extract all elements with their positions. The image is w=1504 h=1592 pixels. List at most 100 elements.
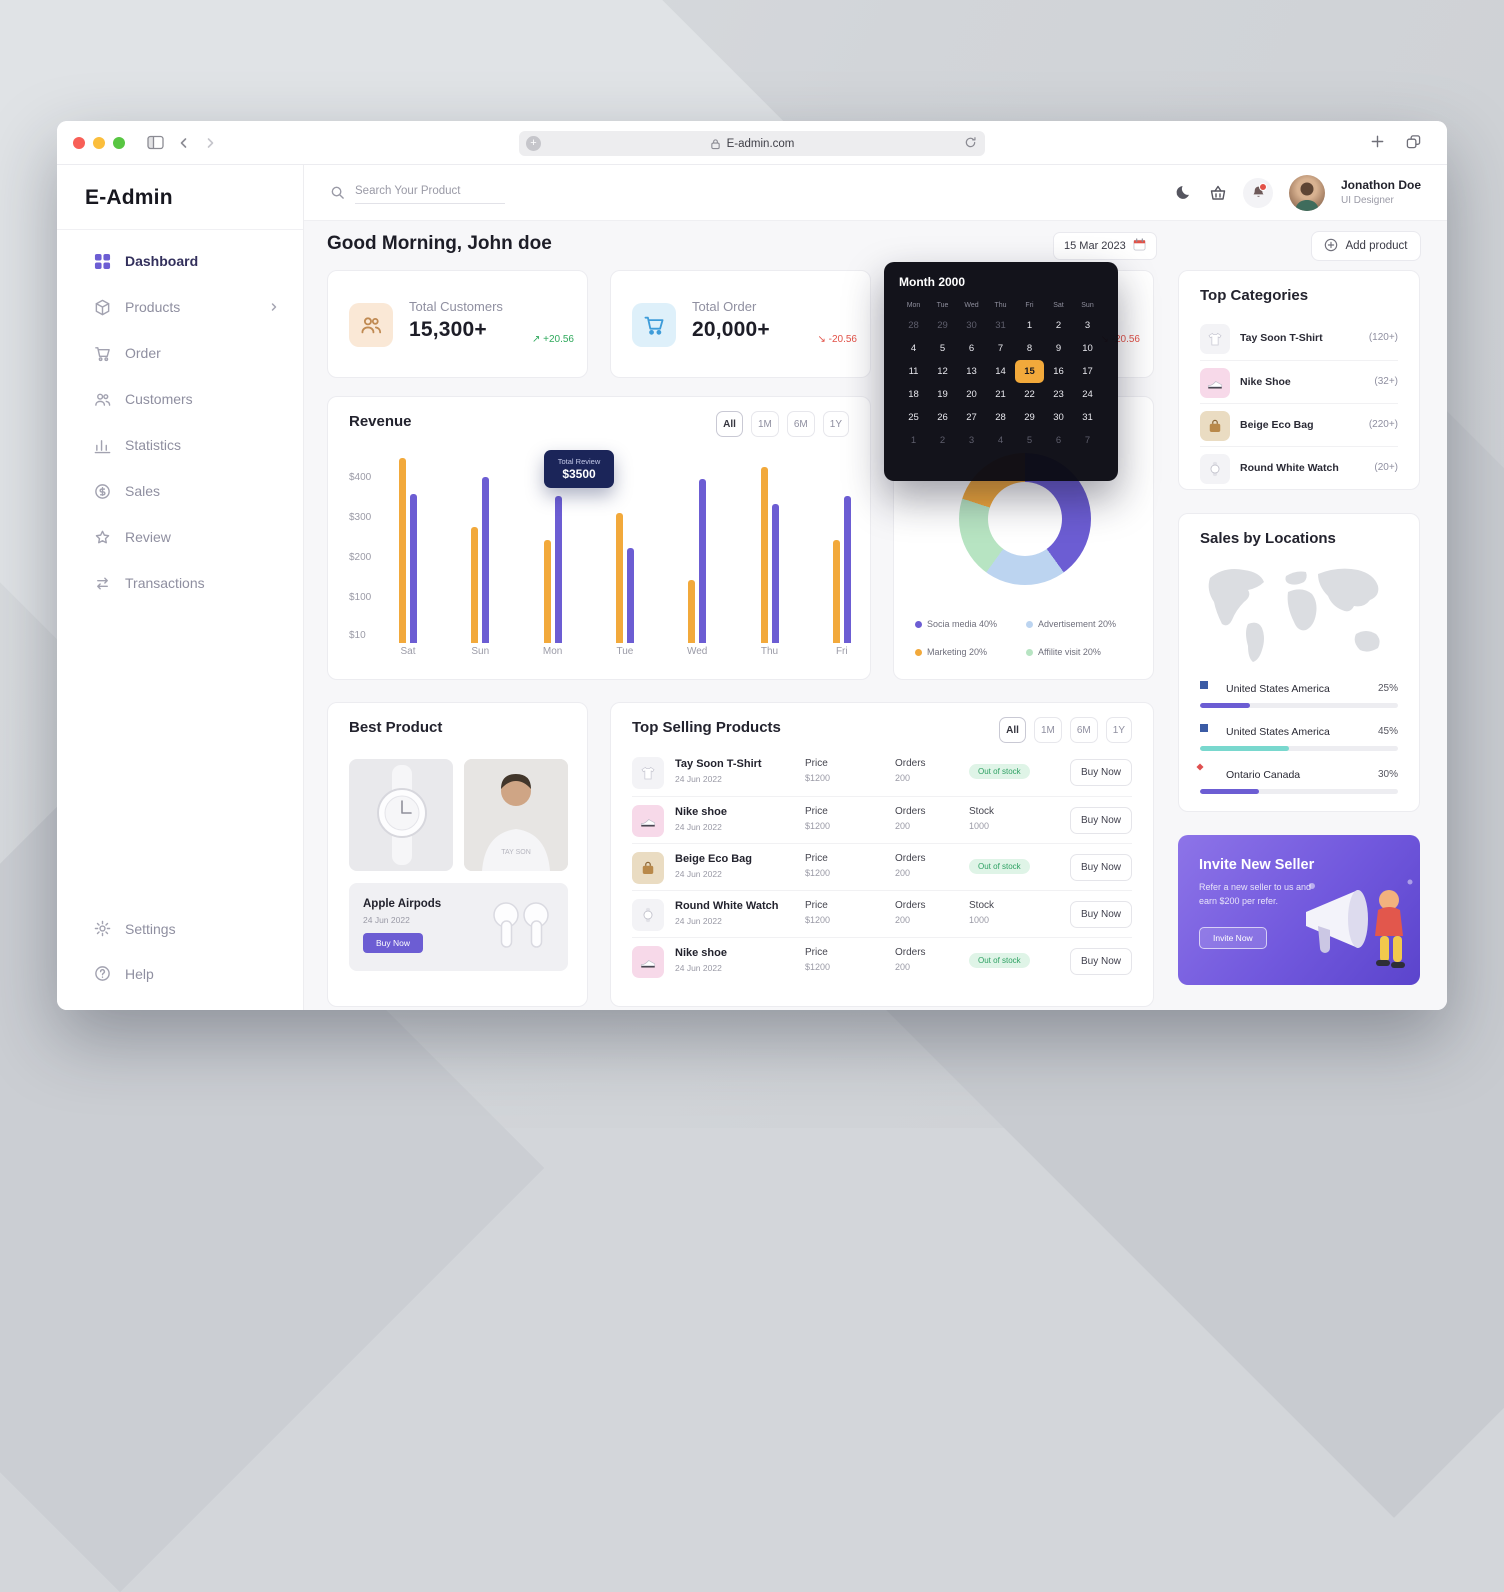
calendar-day[interactable]: 6 [1055,435,1062,446]
calendar-day[interactable]: 23 [1053,389,1064,400]
sidebar-item-help[interactable]: Help [57,951,303,996]
calendar-day[interactable]: 13 [966,366,977,377]
calendar-day[interactable]: 28 [908,320,919,331]
calendar-day[interactable]: 21 [995,389,1006,400]
zoom-window-button[interactable] [113,136,125,149]
calendar-day[interactable]: 12 [937,366,948,377]
top-selling-filter-6m[interactable]: 6M [1069,717,1098,743]
calendar-day[interactable]: 1 [1026,320,1033,331]
basket-icon[interactable] [1209,184,1227,202]
calendar-day[interactable]: 17 [1082,366,1093,377]
minimize-window-button[interactable] [93,136,105,149]
revenue-bar-wed-purple [699,479,707,643]
calendar-day[interactable]: 11 [908,366,919,377]
back-button[interactable] [178,137,190,149]
tab-overview-button[interactable] [1406,134,1421,149]
sidebar-toggle-icon[interactable] [147,135,164,150]
top-selling-filter-1y[interactable]: 1Y [1105,717,1132,743]
calendar-day[interactable]: 30 [966,320,977,331]
forward-button[interactable] [204,137,216,149]
top-selling-filter-all[interactable]: All [999,717,1026,743]
calendar-day[interactable]: 31 [995,320,1006,331]
revenue-filter-1y[interactable]: 1Y [822,411,849,437]
calendar-day[interactable]: 5 [1026,435,1033,446]
revenue-filter-all[interactable]: All [716,411,743,437]
calendar-day[interactable]: 6 [968,343,975,354]
calendar-day[interactable]: 28 [995,412,1006,423]
sidebar-item-transactions[interactable]: Transactions [57,560,303,606]
date-picker-button[interactable]: 15 Mar 2023 [1053,232,1157,260]
calendar-day[interactable]: 22 [1024,389,1035,400]
buy-now-button[interactable]: Buy Now [1070,901,1132,928]
buy-now-button[interactable]: Buy Now [363,933,424,953]
best-product-title: Best Product [349,719,443,736]
category-row[interactable]: Nike Shoe (32+) [1200,360,1398,403]
calendar-day[interactable]: 3 [968,435,975,446]
calendar-day[interactable]: 20 [966,389,977,400]
calendar-day[interactable]: 10 [1082,343,1093,354]
revenue-filter-6m[interactable]: 6M [786,411,815,437]
sidebar-item-settings[interactable]: Settings [57,906,303,951]
calendar-day[interactable]: 1 [910,435,917,446]
sidebar-item-statistics[interactable]: Statistics [57,422,303,468]
calendar-day[interactable]: 9 [1055,343,1062,354]
product-image-watch[interactable] [349,759,453,871]
add-product-button[interactable]: Add product [1311,231,1421,261]
category-row[interactable]: Tay Soon T-Shirt (120+) [1200,317,1398,360]
calendar-day[interactable]: 27 [966,412,977,423]
top-selling-filter-1m[interactable]: 1M [1033,717,1062,743]
calendar-day[interactable]: 26 [937,412,948,423]
reload-icon[interactable] [964,136,977,149]
close-window-button[interactable] [73,136,85,149]
buy-now-button[interactable]: Buy Now [1070,854,1132,881]
calendar-day[interactable]: 8 [1026,343,1033,354]
revenue-filter-1m[interactable]: 1M [750,411,779,437]
revenue-bar-fri-yellow [832,540,840,643]
calendar-day[interactable]: 14 [995,366,1006,377]
dark-mode-icon[interactable] [1176,184,1193,201]
buy-now-button[interactable]: Buy Now [1070,807,1132,834]
notifications-button[interactable] [1243,177,1273,208]
x-axis-label: Thu [760,646,779,657]
sidebar-item-products[interactable]: Products [57,284,303,330]
user-info[interactable]: Jonathon Doe UI Designer [1341,178,1421,207]
calendar-day[interactable]: 19 [937,389,948,400]
calendar-day[interactable]: 24 [1082,389,1093,400]
calendar-day[interactable]: 18 [908,389,919,400]
calendar-day[interactable]: 7 [997,343,1004,354]
calendar-day[interactable]: 16 [1053,366,1064,377]
sidebar-item-order[interactable]: Order [57,330,303,376]
product-image-tshirt-model[interactable]: TAY SON [464,759,568,871]
category-name: Tay Soon T-Shirt [1240,332,1323,344]
calendar-day[interactable]: 29 [1024,412,1035,423]
invite-now-button[interactable]: Invite Now [1199,927,1267,949]
calendar-day[interactable]: 25 [908,412,919,423]
calendar-day[interactable]: 29 [937,320,948,331]
calendar-day[interactable]: 2 [1055,320,1062,331]
megaphone-illustration [1292,862,1420,985]
buy-now-button[interactable]: Buy Now [1070,948,1132,975]
calendar-day[interactable]: 4 [910,343,917,354]
calendar-day[interactable]: 5 [939,343,946,354]
calendar-day[interactable]: 2 [939,435,946,446]
calendar-day[interactable]: 3 [1084,320,1091,331]
calendar-day-selected[interactable]: 15 [1015,360,1044,383]
orders-cell: Orders 200 [895,853,926,878]
calendar-day[interactable]: 31 [1082,412,1093,423]
category-row[interactable]: Round White Watch (20+) [1200,446,1398,489]
tooltip-value: $3500 [562,467,596,481]
sidebar-item-review[interactable]: Review [57,514,303,560]
calendar-day[interactable]: 7 [1084,435,1091,446]
sidebar-item-dashboard[interactable]: Dashboard [57,238,303,284]
calendar-day[interactable]: 4 [997,435,1004,446]
avatar[interactable] [1289,174,1325,211]
sidebar-item-customers[interactable]: Customers [57,376,303,422]
legend-dot [915,648,922,656]
url-bar[interactable]: + E-admin.com [519,131,985,156]
category-row[interactable]: Beige Eco Bag (220+) [1200,403,1398,446]
calendar-day[interactable]: 30 [1053,412,1064,423]
sidebar-item-sales[interactable]: Sales [57,468,303,514]
new-tab-button[interactable] [1370,134,1385,149]
buy-now-button[interactable]: Buy Now [1070,759,1132,786]
search-input[interactable] [355,181,505,204]
